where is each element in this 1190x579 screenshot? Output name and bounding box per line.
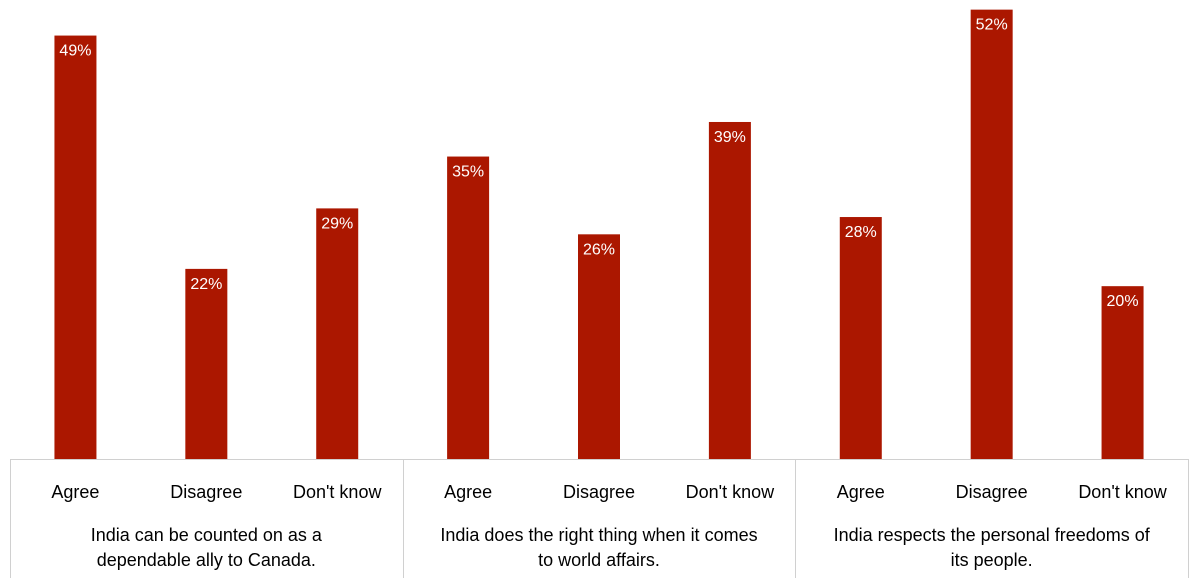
bar xyxy=(447,156,490,459)
data-label: 39% xyxy=(714,129,746,146)
bar xyxy=(708,121,751,459)
group-label: to world affairs. xyxy=(538,550,660,570)
group-label: India can be counted on as a xyxy=(91,525,323,545)
category-tick-label: Don't know xyxy=(686,482,775,502)
data-label: 20% xyxy=(1107,293,1139,310)
group-label: its people. xyxy=(951,550,1033,570)
category-tick-label: Disagree xyxy=(563,482,635,502)
bar xyxy=(839,217,882,459)
category-axis xyxy=(10,459,1189,578)
category-tick-label: Agree xyxy=(51,482,99,502)
labels: 49% Agree 22% Disagree 29% Don't know India ca… xyxy=(51,17,1167,570)
bar xyxy=(316,208,359,459)
group-label: India does the right thing when it comes xyxy=(440,525,757,545)
data-label: 49% xyxy=(59,43,91,60)
bars xyxy=(54,9,1144,459)
group-label: dependable ally to Canada. xyxy=(97,550,316,570)
data-label: 28% xyxy=(845,224,877,241)
group-label: India respects the personal freedoms of xyxy=(834,525,1151,545)
data-label: 26% xyxy=(583,241,615,258)
category-tick-label: Disagree xyxy=(170,482,242,502)
data-label: 22% xyxy=(190,276,222,293)
bar xyxy=(54,35,97,459)
bar xyxy=(1101,286,1144,459)
bar xyxy=(578,234,620,459)
category-tick-label: Agree xyxy=(837,482,885,502)
data-label: 35% xyxy=(452,164,484,181)
bar xyxy=(970,9,1013,459)
category-tick-label: Don't know xyxy=(293,482,382,502)
category-tick-label: Don't know xyxy=(1078,482,1167,502)
category-tick-label: Disagree xyxy=(956,482,1028,502)
data-label: 29% xyxy=(321,215,353,232)
category-tick-label: Agree xyxy=(444,482,492,502)
bar xyxy=(185,268,228,459)
data-label: 52% xyxy=(976,17,1008,34)
